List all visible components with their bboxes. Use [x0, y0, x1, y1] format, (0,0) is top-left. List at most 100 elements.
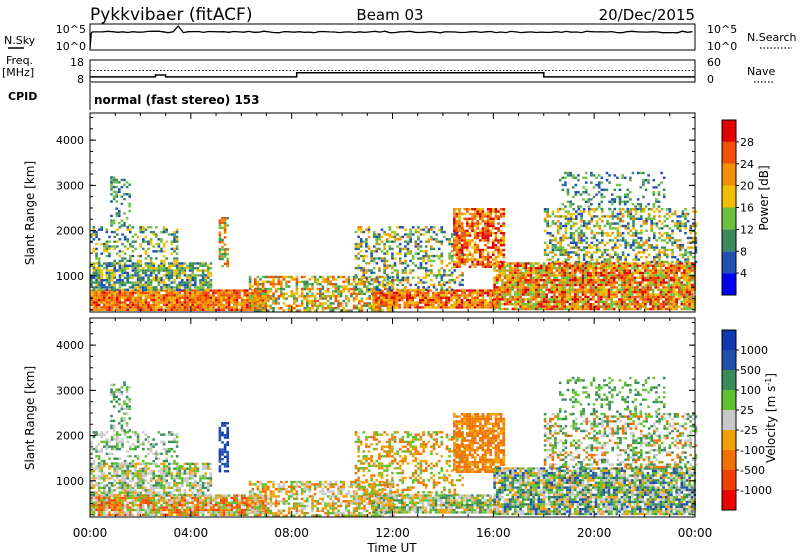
power-cell	[253, 296, 257, 299]
power-cell	[360, 299, 364, 303]
power-cell	[110, 185, 113, 189]
power-cell	[466, 210, 469, 213]
power-cell	[429, 299, 433, 302]
power-cell	[532, 305, 535, 308]
power-cell	[492, 246, 495, 249]
power-cell	[90, 299, 93, 302]
power-cell	[144, 281, 148, 284]
power-cell	[131, 240, 135, 243]
power-cell	[543, 208, 547, 211]
power-cell	[690, 298, 694, 301]
power-cell	[645, 220, 648, 223]
power-cell	[516, 291, 520, 294]
power-cell	[207, 303, 210, 307]
power-cell	[675, 298, 678, 301]
power-cell	[253, 303, 257, 307]
power-cell	[494, 210, 498, 213]
power-cell	[586, 276, 590, 279]
power-cell	[414, 240, 418, 243]
power-cell	[461, 271, 464, 275]
power-cell	[218, 257, 222, 261]
power-cell	[671, 212, 674, 216]
power-cell	[383, 266, 386, 270]
power-cell	[614, 251, 617, 254]
power-cell	[521, 305, 525, 308]
power-cell	[646, 291, 650, 294]
power-cell	[264, 287, 267, 291]
power-cell	[568, 303, 572, 306]
power-cell	[221, 226, 224, 229]
power-cell	[442, 303, 446, 307]
cpid-text: normal (fast stereo) 153	[94, 93, 260, 107]
power-cell	[595, 260, 599, 264]
power-cell	[396, 245, 399, 248]
power-cell	[616, 217, 620, 220]
power-cell	[484, 289, 487, 292]
power-cell	[571, 307, 574, 311]
power-cell	[546, 246, 549, 249]
power-cell	[649, 298, 652, 301]
power-cell	[631, 295, 634, 299]
power-cell	[599, 269, 603, 272]
power-cell	[632, 232, 635, 235]
power-cell	[623, 293, 626, 296]
power-cell	[110, 296, 114, 299]
power-cell	[532, 269, 535, 272]
power-cell	[456, 276, 459, 279]
power-cell	[527, 271, 530, 275]
power-cell	[498, 291, 502, 294]
power-cell	[486, 303, 490, 307]
power-cell	[194, 299, 197, 302]
power-cell	[186, 267, 189, 270]
power-cell	[603, 215, 607, 218]
power-cell	[605, 274, 608, 277]
power-cell	[494, 234, 498, 237]
power-cell	[471, 296, 474, 299]
power-cell	[251, 306, 254, 309]
power-cell	[409, 283, 412, 287]
power-cell	[173, 301, 176, 304]
power-cell	[468, 232, 472, 235]
power-cell	[556, 246, 560, 249]
power-cell	[378, 238, 381, 241]
power-cell	[671, 229, 674, 232]
power-cell	[640, 236, 643, 240]
power-cell	[673, 239, 677, 242]
power-cell	[589, 274, 593, 277]
power-cell	[396, 226, 399, 229]
power-cell	[105, 228, 109, 231]
power-cell	[642, 222, 646, 225]
power-cell	[503, 300, 507, 303]
power-cell	[165, 240, 168, 243]
power-cell	[670, 271, 673, 275]
power-cell	[597, 283, 600, 287]
power-cell	[112, 197, 116, 201]
power-cell	[586, 271, 590, 275]
power-cell	[621, 212, 625, 216]
power-cell	[100, 264, 103, 267]
power-cell	[131, 289, 135, 292]
power-cell	[621, 224, 625, 228]
power-cell	[559, 244, 562, 247]
power-cell	[445, 303, 448, 307]
power-cell	[676, 258, 679, 261]
power-cell	[165, 306, 168, 309]
power-cell	[645, 217, 648, 220]
power-cell	[290, 295, 293, 298]
power-cell	[337, 290, 340, 293]
cpid-label: CPID	[8, 90, 37, 103]
power-cell	[168, 279, 171, 282]
power-cell	[390, 303, 394, 307]
power-cell	[658, 258, 661, 261]
power-cell	[144, 306, 148, 309]
power-cell	[660, 246, 664, 249]
power-cell	[636, 271, 639, 275]
power-cell	[188, 306, 192, 309]
power-cell	[476, 220, 479, 223]
power-cell	[440, 278, 444, 282]
power-cell	[473, 263, 477, 266]
power-cell	[677, 283, 681, 287]
power-cell	[97, 276, 101, 279]
power-cell	[160, 294, 163, 297]
power-cell	[581, 276, 585, 279]
